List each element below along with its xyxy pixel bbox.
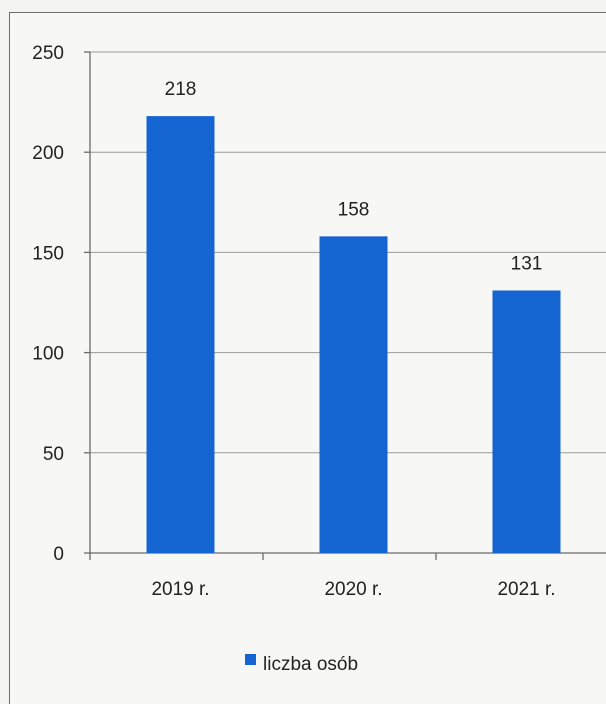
y-tick-label: 50 (43, 444, 64, 465)
bar (319, 236, 388, 554)
y-tick-label: 250 (32, 43, 64, 64)
legend-swatch (245, 654, 256, 665)
x-tick-label: 2021 r. (497, 579, 555, 600)
x-tick-label: 2020 r. (324, 579, 382, 600)
data-labels: 218 158 131 (165, 79, 543, 274)
y-tick-label: 100 (32, 344, 64, 365)
legend-label: liczba osób (263, 654, 358, 675)
y-tick-label: 0 (53, 544, 64, 565)
legend: liczba osób (245, 654, 358, 675)
x-tick-label: 2019 r. (151, 579, 209, 600)
y-tick-label: 150 (32, 243, 64, 264)
y-axis-tick-labels: 0 50 100 150 200 250 (32, 43, 64, 565)
y-tick-label: 200 (32, 143, 64, 164)
x-axis-tick-labels: 2019 r. 2020 r. 2021 r. (151, 579, 555, 600)
bar-value-label: 218 (165, 79, 197, 100)
bars (146, 116, 561, 554)
bar (146, 116, 215, 554)
bar-value-label: 158 (338, 199, 370, 220)
bar-value-label: 131 (511, 253, 543, 274)
bar (492, 290, 561, 553)
